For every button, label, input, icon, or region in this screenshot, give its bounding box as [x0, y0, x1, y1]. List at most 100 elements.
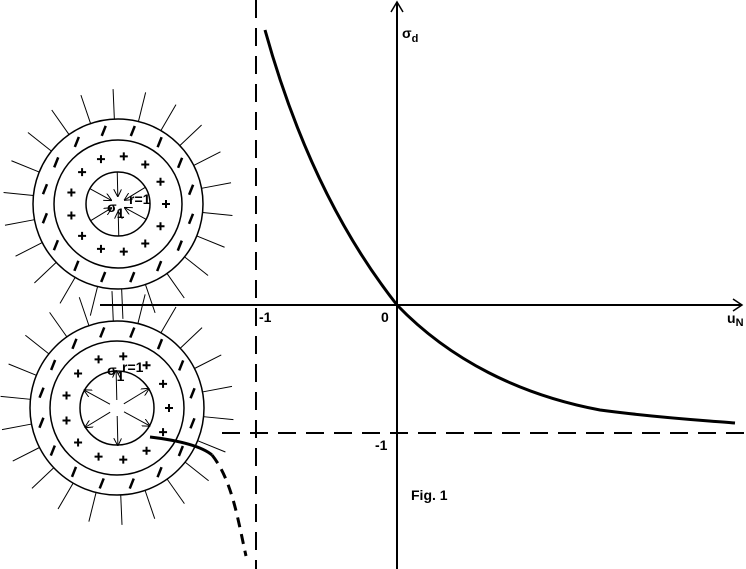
field-line	[204, 417, 234, 420]
field-line	[121, 495, 122, 525]
positive-charge	[120, 248, 128, 256]
positive-charge	[63, 392, 71, 400]
field-line	[161, 307, 176, 333]
negative-charge	[158, 339, 162, 349]
negative-charge	[158, 137, 162, 147]
field-line	[25, 335, 48, 354]
negative-charge	[43, 213, 47, 223]
figure: σd uN -1 0 -1 Fig. 1 σ1 r=1 σ1 r=1	[0, 0, 746, 569]
negative-charge	[158, 467, 162, 477]
positive-charge	[143, 361, 151, 369]
negative-charge	[43, 184, 47, 194]
positive-charge	[67, 211, 75, 219]
field-line	[145, 284, 155, 312]
positive-charge	[97, 155, 105, 163]
x-tick-label: -1	[259, 309, 272, 325]
positive-charge	[78, 168, 86, 176]
negative-charge	[130, 479, 134, 489]
negative-charge	[189, 185, 193, 195]
negative-charge	[51, 360, 55, 370]
ring	[33, 119, 203, 289]
negative-charge	[131, 126, 135, 136]
field-line	[60, 277, 75, 303]
positive-charge	[95, 355, 103, 363]
field-line	[185, 462, 208, 481]
y-tick-label: -1	[375, 437, 388, 453]
charge-label: σ1	[107, 199, 125, 221]
ring	[30, 321, 204, 495]
field-arrow	[124, 412, 149, 426]
positive-charge	[159, 428, 167, 436]
negative-charge	[54, 157, 58, 167]
field-line	[122, 289, 123, 319]
positive-charge	[141, 160, 149, 168]
field-line	[4, 193, 34, 196]
negative-charge	[39, 418, 43, 428]
field-line	[16, 243, 43, 257]
field-arrow	[117, 416, 118, 445]
caption: Fig. 1	[411, 487, 448, 503]
charge-sub: 1	[117, 205, 125, 221]
field-line	[58, 483, 73, 509]
positive-charge	[143, 447, 151, 455]
sphere-top: σ1 r=1	[4, 89, 233, 319]
field-line	[180, 328, 202, 349]
field-line	[145, 490, 155, 518]
radius-label: r=1	[122, 359, 144, 375]
negative-charge	[101, 272, 105, 282]
positive-charge	[165, 404, 173, 412]
negative-charge	[51, 446, 55, 456]
positive-charge	[162, 200, 170, 208]
field-line	[167, 479, 184, 504]
positive-charge	[159, 380, 167, 388]
field-line	[2, 424, 31, 430]
negative-charge	[130, 272, 134, 282]
negative-charge	[102, 126, 106, 136]
field-line	[32, 468, 54, 489]
negative-charge	[179, 360, 183, 370]
origin-label: 0	[381, 309, 389, 325]
y-label-sub: d	[412, 33, 419, 45]
field-arrow	[85, 412, 110, 427]
field-line	[9, 364, 37, 375]
positive-charge	[157, 178, 165, 186]
charge-main: σ	[107, 199, 117, 215]
field-line	[34, 262, 56, 283]
charge-main: σ	[107, 362, 117, 378]
field-line	[138, 92, 145, 121]
positive-charge	[119, 456, 127, 464]
field-line	[81, 95, 91, 123]
negative-charge	[179, 446, 183, 456]
positive-charge	[78, 232, 86, 240]
radius-label: r=1	[129, 191, 151, 207]
ring	[50, 341, 184, 475]
negative-charge	[54, 240, 58, 250]
field-line	[203, 386, 232, 392]
negative-charge	[191, 388, 195, 398]
field-line	[90, 287, 97, 316]
field-line	[194, 152, 221, 166]
field-line	[79, 297, 89, 325]
x-axis-label: uN	[727, 310, 744, 329]
field-line	[113, 89, 114, 119]
negative-charge	[178, 158, 182, 168]
negative-charge	[100, 478, 104, 488]
positive-charge	[67, 189, 75, 197]
field-line	[202, 183, 231, 189]
field-line	[11, 161, 39, 172]
field-line	[161, 105, 176, 131]
field-line	[195, 355, 222, 369]
field-line	[197, 236, 225, 247]
field-line	[28, 132, 51, 151]
field-arrow	[124, 389, 149, 404]
negative-charge	[178, 241, 182, 251]
field-arrow	[117, 172, 118, 196]
field-line	[185, 257, 208, 276]
field-line	[112, 291, 113, 321]
y-axis-label: σd	[402, 25, 418, 45]
negative-charge	[75, 137, 79, 147]
positive-charge	[157, 222, 165, 230]
negative-charge	[74, 261, 78, 271]
positive-charge	[95, 453, 103, 461]
field-arrow	[85, 390, 110, 404]
